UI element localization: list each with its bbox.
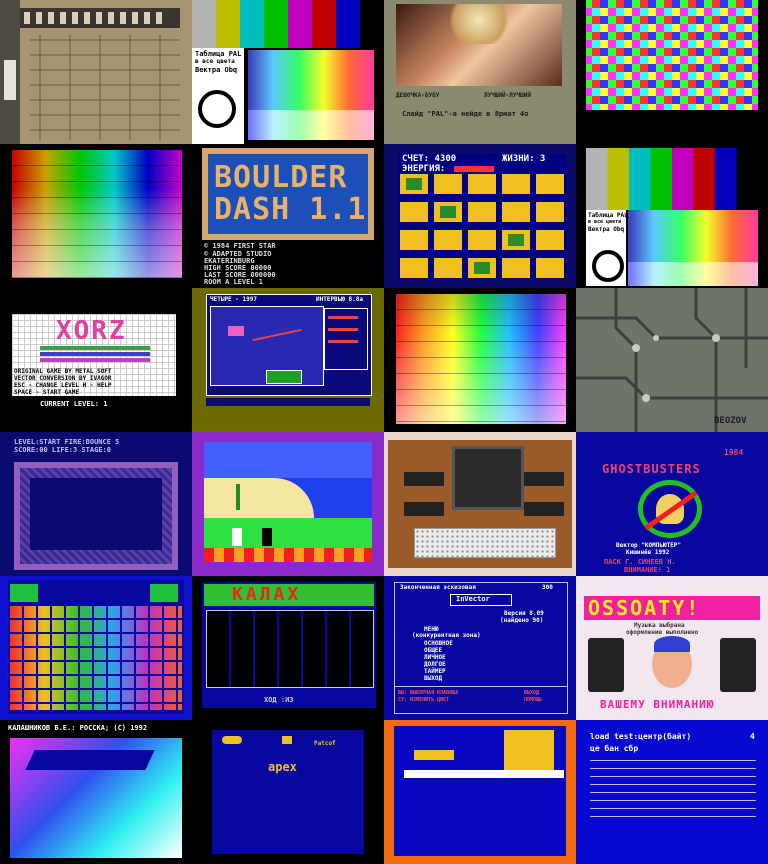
pal-table-brand: Вектра Obq [195, 66, 238, 74]
maze-lives: ЖИЗНИ: 3 [502, 154, 546, 164]
inv-menu-6[interactable]: ВЫХОД [424, 675, 443, 682]
load-test-line-2: це бан сбр [590, 744, 639, 753]
inv-bottom-4: ПОМОЩЬ [524, 697, 543, 703]
ossoaty-title: OSSOATY! [588, 596, 701, 620]
ossoaty-sub-1: Музыка выбрана [634, 622, 685, 629]
maze-board [400, 174, 564, 278]
pcb-closeup-image [576, 288, 768, 432]
tile-pal-color-bars-1: Таблица PAL в все цвета Вектра Obq [192, 0, 384, 144]
maze-score: СЧЕТ: 4300 [402, 154, 457, 164]
inv-menu-3[interactable]: ЛИЧНОЕ [424, 654, 446, 661]
tile-invector: Законченная эскизовая 300 InVector Верси… [384, 576, 576, 720]
xorz-credit-2: VECTOR CONVERSION BY IVAGOR [14, 375, 112, 382]
inv-bottom-1: ВЫ: ВЫБОРНАЯ КЛАВИША [398, 690, 459, 696]
inv-bottom-3: ВЫХОД [524, 690, 540, 696]
inv-menu-4[interactable]: ДОЛГОЕ [424, 661, 446, 668]
boulder-credit-3: EKATERINBURG [204, 257, 255, 265]
kalah-bottom: ХОД :ИЗ [264, 696, 294, 704]
boulder-title: BOULDER [214, 160, 348, 195]
ark-status-2: SCORE:00 LIFE:3 STAGE:0 [14, 446, 111, 454]
color-noise-image [586, 0, 758, 110]
inv-title: InVector [456, 595, 490, 603]
pal2-sub: в все цвета [588, 219, 622, 225]
tile-gradient-palette-1 [0, 144, 192, 288]
inv-menu: МЕНЮ [424, 626, 439, 633]
pal-table-label: Таблица PAL [195, 50, 242, 58]
tile-color-noise [576, 0, 768, 144]
tile-ghostbusters: 1984 GHOSTBUSTERS Вектор "КОМПЬЮТЕР" Киш… [576, 432, 768, 576]
boulder-room: ROOM A LEVEL 1 [204, 278, 264, 286]
tile-photo-screen: ДЕВОЧКА-БУБУ ЛУЧШИЙ-ЛУЧШИЙ Слайд "PAL"-а… [384, 0, 576, 144]
xorz-credit-1: ORIGINAL GAME BY METAL SOFT [14, 368, 112, 375]
apex-title: apex [268, 760, 297, 774]
tile-boulder-dash: BOULDER DASH 1.1 © 1984 FIRST STAR © ADA… [192, 144, 384, 288]
tile-beach-game [192, 432, 384, 576]
photo-footer: Слайд "PAL"-а нейде в 8рмат 4о [402, 110, 529, 118]
tile-pcb-board [0, 0, 192, 144]
tile-ossoaty: OSSOATY! Музыка выбрана оформление выпол… [576, 576, 768, 720]
xorz-title: XORZ [56, 316, 127, 346]
desktop-top-2: ИНТЕРВЬЮ 8.8a [316, 296, 363, 303]
xorz-current-level: CURRENT LEVEL: 1 [40, 400, 108, 408]
load-test-marker: 4 [750, 732, 755, 741]
demo-top: КАЛАШНИКОВ Б.Е.: РОССКА; (C) 1992 [8, 724, 148, 732]
inv-top-2: 300 [542, 584, 553, 591]
tile-color-demo: КАЛАШНИКОВ Б.Е.: РОССКА; (C) 1992 [0, 720, 192, 864]
boulder-credit-2: © ADAPTED STUDIO [204, 250, 272, 258]
tile-apex: Patcof apex [192, 720, 384, 864]
inv-menu-2[interactable]: ОБЩЕЕ [424, 647, 443, 654]
gb-year: 1984 [724, 448, 744, 457]
tile-pcb-closeup: BEOZOV [576, 288, 768, 432]
inv-menu-5[interactable]: ТАЙМЕР [424, 668, 446, 675]
inv-found: (найдено 90) [500, 617, 544, 624]
pal-table-sub: в все цвета [195, 58, 235, 65]
photo-caption-left: ДЕВОЧКА-БУБУ [396, 92, 440, 99]
xorz-help: ESC - CHANGE LEVEL H - HELP [14, 382, 112, 389]
desktop-top-1: ЧЕТЫРЕ - 1997 [210, 296, 257, 303]
tile-kalah: КАЛАХ ХОД :ИЗ [192, 576, 384, 720]
pcb-image [0, 0, 192, 144]
boulder-credit-1: © 1984 FIRST STAR [204, 242, 276, 250]
kalah-title: КАЛАХ [232, 584, 302, 605]
inv-bottom-2: СУ: ИЗМЕНИТЬ ЦВЕТ [398, 697, 450, 703]
speaker-icon-left [588, 638, 624, 692]
gb-credit-4: ВНИМАНИЕ! 1 [624, 566, 671, 574]
xorz-start: SPACE - START GAME [14, 389, 80, 396]
tile-pal-color-bars-2: Таблица PAL в все цвета Вектра Obq [576, 144, 768, 288]
tile-desktop-app: ЧЕТЫРЕ - 1997 ИНТЕРВЬЮ 8.8a [192, 288, 384, 432]
boulder-high-score: HIGH SCORE 00000 [204, 264, 272, 272]
gb-credit-3: ПАСК Г. СИНЕЕВ Н. [604, 558, 676, 566]
tile-icon-grid [0, 576, 192, 720]
pal2-label: Таблица PAL [588, 212, 628, 219]
gb-title: GHOSTBUSTERS [602, 462, 701, 476]
inv-menu-1[interactable]: ОСНОВНОЕ [424, 640, 453, 647]
tile-platform-game [384, 720, 576, 864]
gb-credit-1: Вектор "КОМПЬЮТЕР" [616, 542, 682, 549]
tile-arkanoid-like: LEVEL:START FIRE:BOUNCE 5 SCORE:00 LIFE:… [0, 432, 192, 576]
speaker-icon-right [720, 638, 756, 692]
tile-hardware-board [384, 432, 576, 576]
logo-icon [592, 250, 624, 282]
pcb-closeup-label: BEOZOV [714, 416, 747, 426]
maze-energy: ЭНЕРГИЯ: [402, 164, 446, 174]
load-test-line-1: load test:центр(байт) [590, 732, 692, 741]
tile-gradient-palette-2 [384, 288, 576, 432]
tile-maze-game: СЧЕТ: 4300 ЖИЗНИ: 3 ЭНЕРГИЯ: [384, 144, 576, 288]
tile-load-test: load test:центр(байт) це бан сбр 4 [576, 720, 768, 864]
logo-icon [198, 90, 236, 128]
boulder-last-score: LAST SCORE 000000 [204, 271, 276, 279]
pal2-brand: Вектра Obq [588, 226, 625, 233]
ossoaty-bottom: ВАШЕМУ ВНИМАНИЮ [600, 698, 715, 711]
inv-menu-sub: (конкурентная зона) [412, 632, 481, 639]
photo-caption-right: ЛУЧШИЙ-ЛУЧШИЙ [484, 92, 531, 99]
inv-version: Версия 8.09 [504, 610, 544, 617]
inv-top-1: Законченная эскизовая [400, 584, 476, 591]
gb-credit-2: Кишинёв 1992 [626, 549, 670, 556]
tile-xorz: XORZ ORIGINAL GAME BY METAL SOFT VECTOR … [0, 288, 192, 432]
apex-label: Patcof [314, 740, 336, 747]
ark-status-1: LEVEL:START FIRE:BOUNCE 5 [14, 438, 120, 446]
boulder-version: DASH 1.1 [214, 192, 367, 227]
ossoaty-sub-2: оформление выполнено [626, 629, 699, 636]
